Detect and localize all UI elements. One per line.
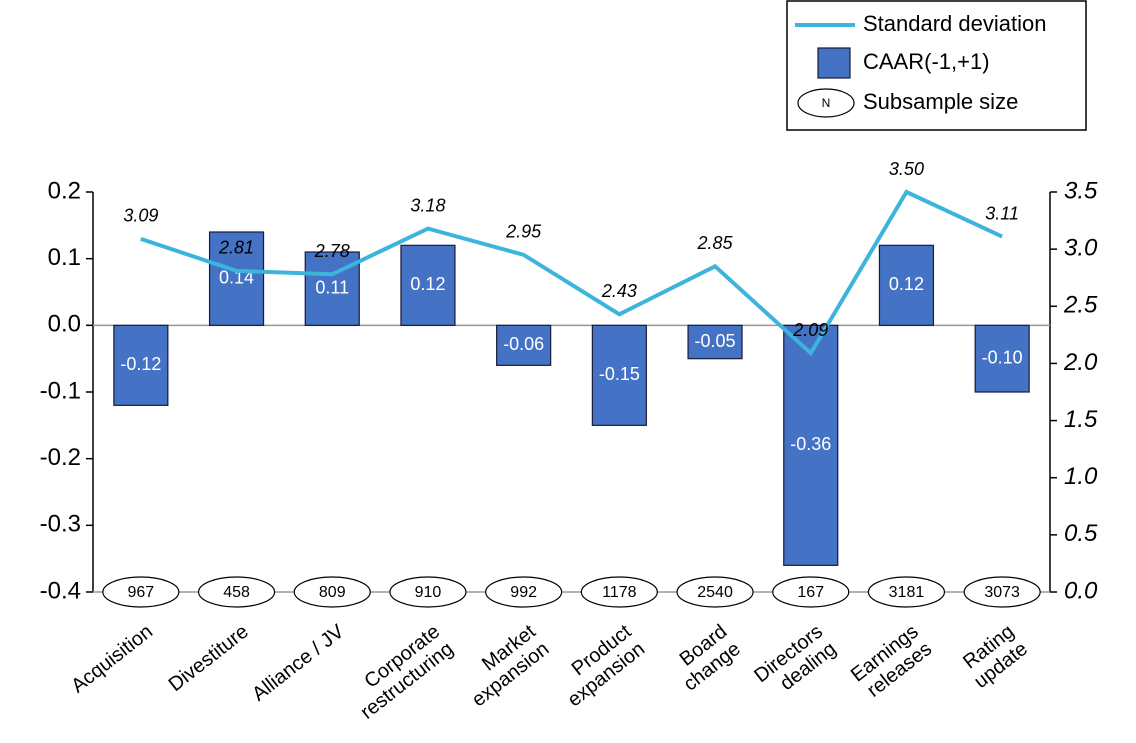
subsample-ellipse: [102, 576, 180, 608]
bar-value-label: -0.15: [599, 364, 640, 384]
subsample-label: 809: [319, 584, 346, 601]
legend-label: Standard deviation: [863, 11, 1046, 36]
x-tick-label-line: Alliance / JV: [248, 620, 349, 705]
line-value-label: 2.85: [697, 233, 734, 253]
subsample-label: 3073: [984, 584, 1020, 601]
y2-tick-label: 2.5: [1063, 292, 1098, 319]
legend-symbol: N: [822, 96, 831, 110]
line: [140, 189, 1003, 357]
x-tick-label: Productexpansion: [550, 620, 649, 711]
subsample-ellipse: [963, 576, 1041, 608]
line-value-label: 3.11: [985, 203, 1019, 223]
line-value-label: 2.43: [601, 281, 637, 301]
subsample-ellipse: [293, 576, 371, 608]
bar: [208, 231, 265, 326]
legend-label: CAAR(-1,+1): [863, 49, 990, 74]
bar-value-label: -0.12: [120, 354, 161, 374]
bar: [878, 244, 935, 326]
x-tick-label: Boardchange: [666, 621, 745, 696]
line-value-label: 2.81: [218, 238, 254, 258]
x-tick-label: Corporaterestructuring: [343, 621, 458, 724]
x-tick-label-line: Acquisition: [67, 621, 157, 698]
y2-tick-label: 0.0: [1064, 577, 1098, 604]
bar-value-label: -0.36: [790, 434, 831, 454]
x-tick-label: Directorsdealing: [750, 621, 840, 705]
bar-value-label: 0.11: [315, 277, 349, 297]
bar-value-label: 0.12: [889, 274, 924, 294]
x-tick-label: Ratingupdate: [957, 621, 1032, 693]
subsample-label: 167: [797, 584, 824, 601]
bar-value-label: 0.12: [410, 274, 445, 294]
x-tick-label-line: Divestiture: [165, 621, 253, 697]
x-tick-label: Divestiture: [165, 621, 253, 697]
line-value-label: 3.18: [410, 195, 445, 215]
legend-ellipse: [797, 88, 855, 118]
bar: [400, 244, 456, 326]
subsample-ellipse: [580, 576, 658, 608]
subsample-label: 992: [510, 584, 537, 601]
subsample-ellipse: [197, 576, 276, 608]
x-tick-label: Earningsreleases: [847, 621, 936, 704]
subsample-ellipse: [867, 576, 946, 608]
y2-tick-label: 3.0: [1064, 234, 1098, 261]
x-tick-label: Acquisition: [67, 621, 157, 698]
line-value-label: 3.09: [123, 206, 158, 226]
y-tick-label: -0.2: [40, 444, 81, 471]
y2-tick-label: 2.0: [1063, 349, 1098, 376]
bar-value-label: -0.10: [982, 347, 1023, 367]
subsample-label: 967: [127, 584, 154, 601]
y-tick-label: -0.4: [40, 577, 81, 604]
y-tick-label: 0.1: [48, 244, 81, 271]
x-tick-label: Alliance / JV: [248, 620, 349, 705]
bar-value-label: -0.05: [695, 331, 736, 351]
subsample-ellipse: [389, 576, 467, 608]
legend-bar: [817, 47, 851, 79]
subsample-label: 3181: [889, 584, 925, 601]
bar: [591, 324, 647, 426]
bar: [783, 324, 839, 566]
y2-tick-label: 1.0: [1064, 463, 1098, 490]
subsample-ellipse: [772, 576, 850, 608]
bar: [687, 324, 743, 360]
y-tick-label: -0.1: [40, 377, 81, 404]
subsample-label: 910: [415, 584, 442, 601]
subsample-ellipse: [676, 576, 754, 608]
line-value-label: 2.95: [505, 222, 542, 242]
line-value-label: 2.78: [314, 241, 350, 261]
subsample-ellipse: [485, 576, 563, 608]
bar: [496, 324, 552, 366]
y-tick-label: 0.2: [48, 177, 81, 204]
y-tick-label: -0.3: [40, 511, 81, 538]
y2-tick-label: 3.5: [1064, 177, 1098, 204]
line-value-label: 3.50: [889, 159, 924, 179]
subsample-label: 2540: [697, 584, 733, 601]
y2-tick-label: 0.5: [1064, 520, 1098, 547]
line-value-label: 2.09: [792, 320, 828, 340]
y2-tick-label: 1.5: [1064, 406, 1098, 433]
legend-label: Subsample size: [863, 89, 1018, 114]
bar: [974, 324, 1030, 393]
y-tick-label: 0.0: [48, 311, 81, 338]
bar-value-label: -0.06: [503, 334, 544, 354]
subsample-label: 1178: [602, 584, 637, 601]
x-tick-label: Marketexpansion: [455, 620, 554, 711]
subsample-label: 458: [223, 584, 250, 601]
bar: [113, 324, 169, 406]
